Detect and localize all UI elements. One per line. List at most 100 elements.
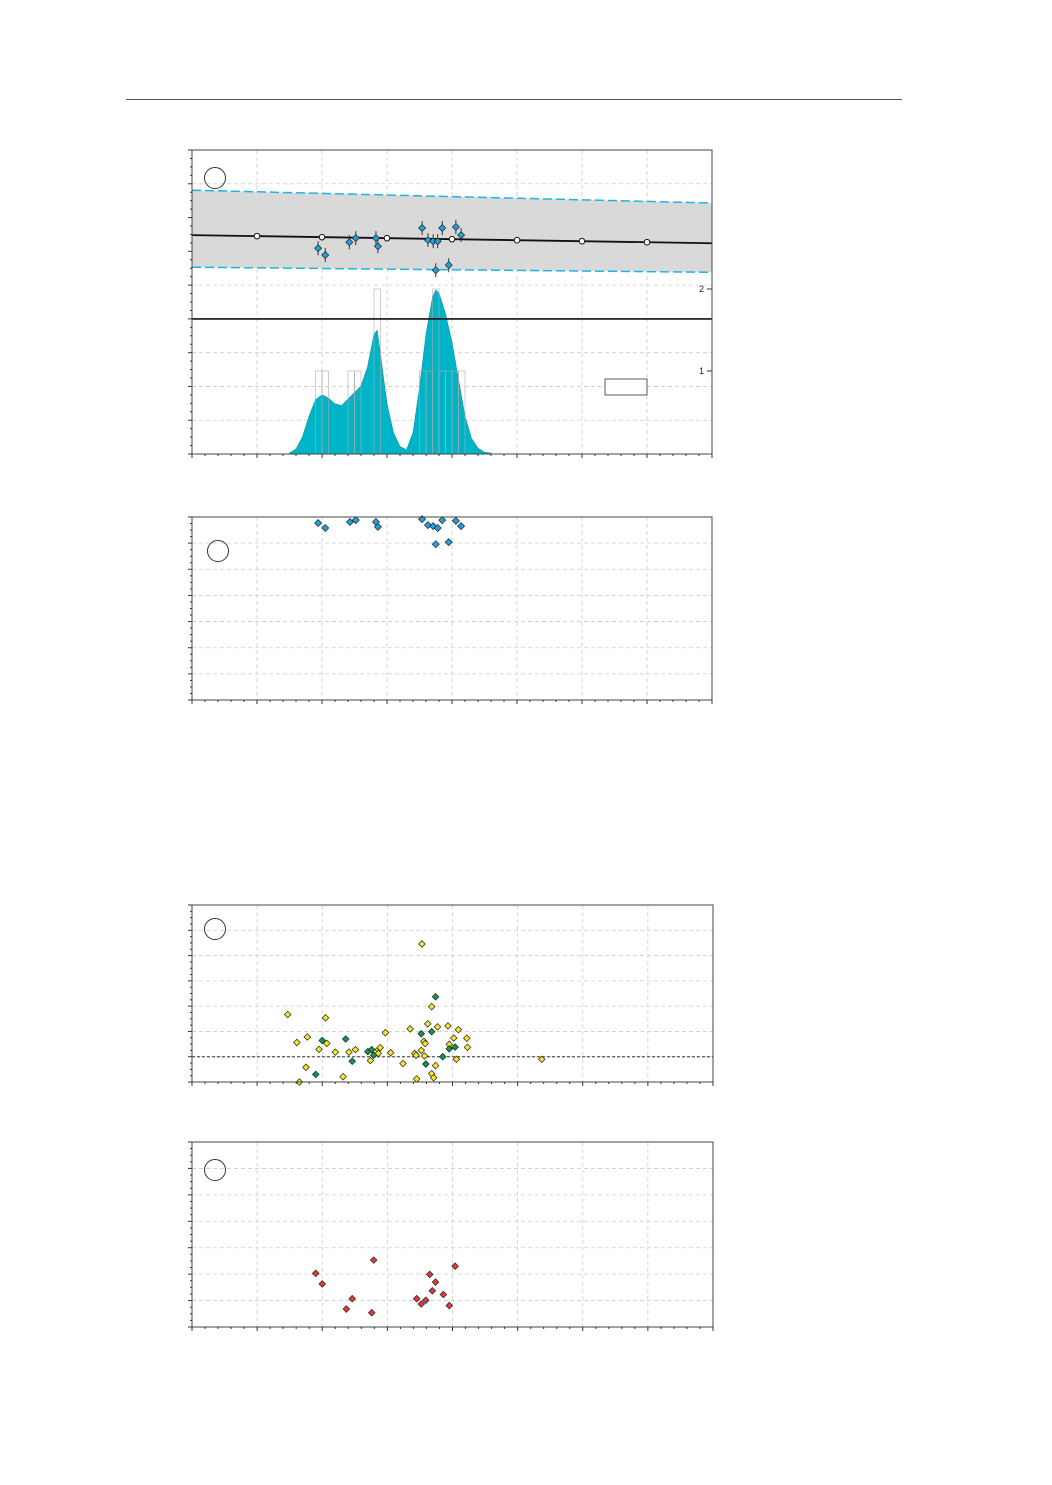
data-point — [373, 522, 382, 531]
data-point — [381, 1028, 390, 1037]
data-point — [444, 538, 453, 547]
data-point — [348, 1057, 357, 1066]
data-point — [451, 1043, 459, 1051]
data-point — [428, 1286, 437, 1295]
data-point — [412, 1294, 421, 1303]
data-point — [369, 1256, 378, 1264]
data-point — [433, 523, 442, 532]
data-point — [417, 1300, 426, 1308]
data-point — [374, 1049, 383, 1058]
data-point — [463, 1043, 472, 1052]
data-point — [311, 1269, 320, 1278]
data-point — [366, 1056, 375, 1065]
data-point — [314, 244, 323, 253]
panel-label-circle — [204, 167, 226, 189]
data-point — [345, 1048, 353, 1056]
data-point — [431, 540, 440, 549]
data-point — [427, 1027, 436, 1036]
data-point — [423, 521, 432, 530]
data-point — [457, 231, 466, 240]
data-point — [422, 1296, 430, 1305]
data-point — [283, 1010, 292, 1019]
data-point — [341, 1035, 350, 1043]
data-point — [417, 1046, 426, 1055]
data-point — [351, 516, 360, 525]
data-point — [293, 1038, 301, 1047]
data-point — [351, 1045, 360, 1054]
panel-b — [188, 515, 713, 704]
data-point — [427, 1002, 436, 1011]
data-point — [450, 1034, 458, 1042]
data-point — [323, 1039, 331, 1048]
data-point — [418, 940, 426, 948]
panel-label-circle — [207, 540, 229, 562]
data-point — [417, 1029, 426, 1038]
data-point — [321, 251, 330, 260]
data-point — [445, 1045, 454, 1053]
data-point — [423, 236, 432, 245]
data-point — [318, 1036, 327, 1045]
panel-label-circle — [204, 918, 226, 940]
data-point — [321, 523, 330, 532]
data-point — [331, 1048, 340, 1056]
data-point — [421, 1039, 429, 1048]
data-point — [339, 1072, 347, 1081]
right-y-tick-label: 2 — [699, 284, 704, 294]
data-point — [457, 522, 466, 531]
data-point — [311, 1070, 320, 1079]
data-point — [444, 261, 453, 270]
data-point — [314, 519, 323, 528]
data-point — [422, 1060, 430, 1068]
data-point — [418, 515, 427, 524]
data-point — [452, 1055, 461, 1064]
data-point — [451, 516, 460, 525]
data-point — [431, 266, 440, 275]
data-point — [444, 1022, 452, 1030]
data-point — [412, 1075, 421, 1083]
data-point — [438, 224, 447, 233]
data-point — [454, 1025, 463, 1034]
data-point — [348, 1294, 357, 1303]
data-point — [445, 1301, 454, 1310]
data-point — [406, 1025, 414, 1033]
data-point — [439, 1290, 448, 1299]
fit-marker — [253, 232, 261, 240]
data-point — [399, 1059, 407, 1068]
data-point — [438, 516, 447, 525]
panel-c — [188, 904, 714, 1086]
data-point — [369, 1051, 378, 1059]
fit-marker — [318, 233, 326, 241]
fit-marker — [578, 237, 586, 245]
header-rule — [126, 99, 902, 100]
data-point — [412, 1051, 420, 1059]
fit-marker — [643, 238, 651, 246]
data-point — [351, 234, 360, 243]
data-point — [318, 1280, 327, 1288]
data-point — [386, 1048, 395, 1057]
data-point — [451, 1262, 459, 1271]
data-point — [315, 1045, 323, 1054]
data-point — [302, 1063, 310, 1072]
band-upper-edge — [191, 189, 713, 204]
data-point — [342, 1305, 351, 1313]
fit-marker — [383, 234, 391, 242]
data-point — [420, 1052, 429, 1060]
data-point — [345, 238, 354, 247]
data-point — [431, 992, 440, 1001]
data-point — [433, 1023, 442, 1031]
data-point — [345, 517, 354, 526]
data-point — [367, 1308, 376, 1317]
data-point — [537, 1055, 546, 1064]
legend-box — [604, 378, 648, 396]
data-point — [431, 1278, 440, 1286]
right-y-tick-label: 1 — [699, 366, 704, 376]
data-point — [373, 242, 382, 251]
density-area — [289, 289, 492, 455]
fit-marker — [448, 235, 456, 243]
band-lower-edge — [191, 266, 713, 274]
data-point — [451, 223, 460, 232]
data-point — [431, 1061, 440, 1070]
data-point — [438, 1052, 447, 1061]
data-point — [433, 237, 442, 246]
data-point — [376, 1043, 385, 1052]
